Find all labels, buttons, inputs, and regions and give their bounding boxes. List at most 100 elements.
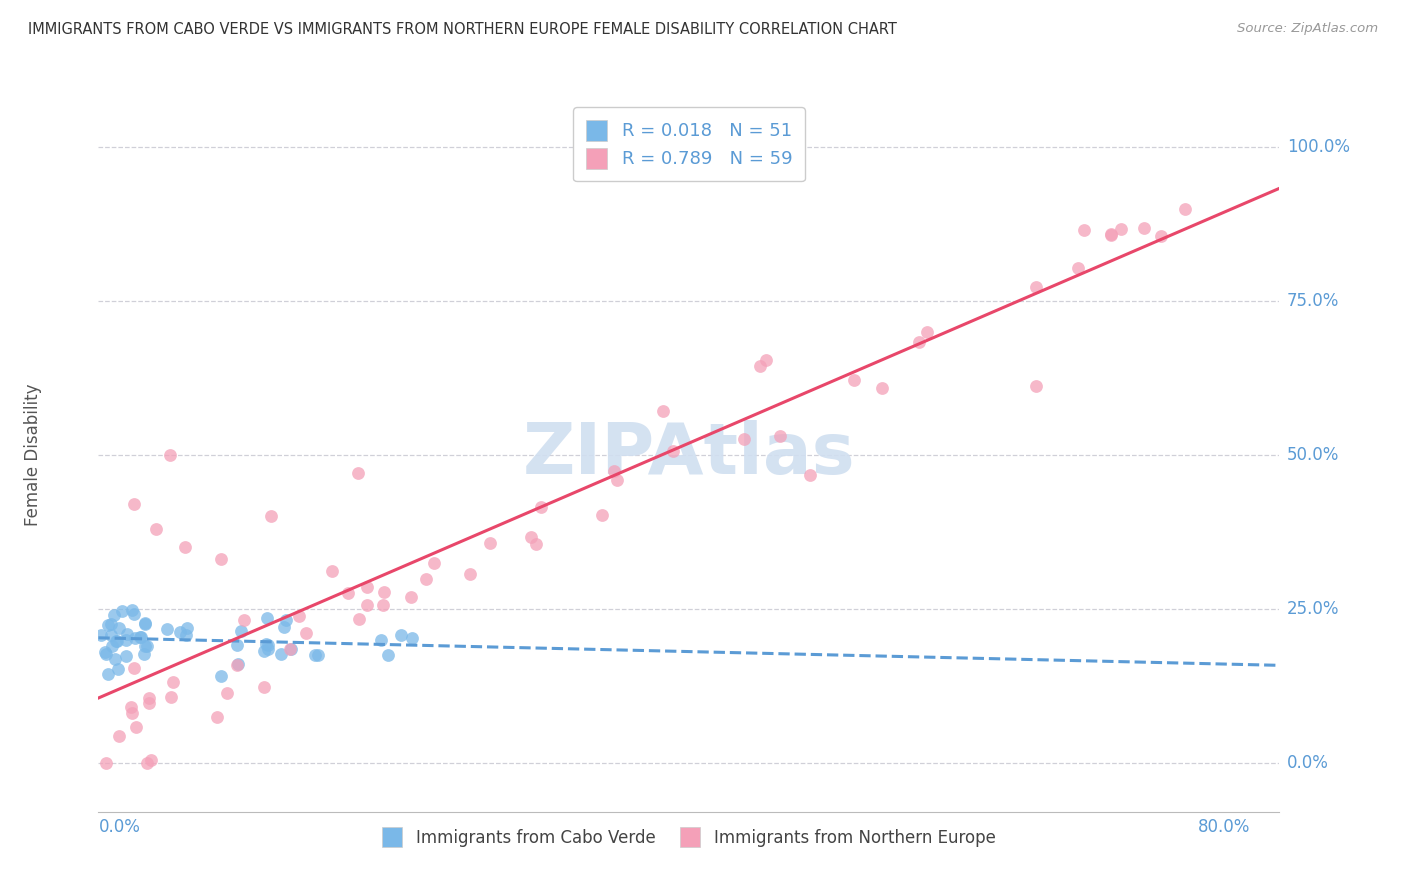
Point xyxy=(121,706,143,720)
Point xyxy=(1073,223,1095,237)
Point xyxy=(662,443,685,458)
Point xyxy=(260,509,283,524)
Point xyxy=(872,381,894,395)
Point xyxy=(94,647,117,661)
Point xyxy=(1099,227,1122,242)
Point xyxy=(278,641,301,656)
Point xyxy=(1133,221,1156,235)
Text: IMMIGRANTS FROM CABO VERDE VS IMMIGRANTS FROM NORTHERN EUROPE FEMALE DISABILITY : IMMIGRANTS FROM CABO VERDE VS IMMIGRANTS… xyxy=(28,22,897,37)
Point xyxy=(478,536,501,550)
Point xyxy=(97,666,120,681)
Point xyxy=(209,552,232,566)
Point xyxy=(225,658,247,673)
Point xyxy=(415,572,437,586)
Point xyxy=(173,540,195,554)
Point xyxy=(136,756,159,770)
Point xyxy=(131,630,153,644)
Point xyxy=(401,631,423,645)
Point xyxy=(273,620,295,634)
Point xyxy=(799,468,821,483)
Point xyxy=(226,638,249,652)
Point xyxy=(755,353,778,368)
Point xyxy=(917,325,939,339)
Legend: Immigrants from Cabo Verde, Immigrants from Northern Europe: Immigrants from Cabo Verde, Immigrants f… xyxy=(375,821,1002,854)
Point xyxy=(356,580,378,594)
Point xyxy=(121,603,143,617)
Point xyxy=(1174,202,1197,216)
Text: 75.0%: 75.0% xyxy=(1286,292,1339,310)
Point xyxy=(129,630,152,644)
Point xyxy=(124,631,146,645)
Point xyxy=(138,696,160,710)
Point xyxy=(749,359,772,373)
Point xyxy=(101,639,124,653)
Point xyxy=(769,429,792,443)
Point xyxy=(377,648,399,662)
Point xyxy=(842,373,865,387)
Point xyxy=(270,647,292,661)
Point xyxy=(94,756,117,770)
Point xyxy=(422,556,444,570)
Point xyxy=(207,709,229,723)
Point xyxy=(134,639,156,653)
Point xyxy=(373,585,395,599)
Point xyxy=(111,604,134,618)
Point xyxy=(1109,222,1132,236)
Point xyxy=(257,638,280,652)
Point xyxy=(120,699,142,714)
Point xyxy=(370,632,392,647)
Point xyxy=(346,467,368,481)
Point xyxy=(256,611,278,625)
Point xyxy=(134,647,156,661)
Point xyxy=(209,668,232,682)
Point xyxy=(176,621,198,635)
Point xyxy=(125,720,148,734)
Point xyxy=(108,729,131,743)
Point xyxy=(135,639,157,653)
Text: 25.0%: 25.0% xyxy=(1286,599,1339,618)
Point xyxy=(733,433,755,447)
Point xyxy=(276,613,298,627)
Point xyxy=(520,531,543,545)
Point xyxy=(253,680,276,694)
Point xyxy=(117,626,139,640)
Text: 50.0%: 50.0% xyxy=(1286,446,1339,464)
Point xyxy=(105,633,128,648)
Point xyxy=(94,645,117,659)
Point xyxy=(108,622,131,636)
Point xyxy=(90,628,112,642)
Point xyxy=(304,648,326,662)
Point xyxy=(124,497,146,511)
Point xyxy=(254,636,277,650)
Point xyxy=(229,624,252,638)
Point xyxy=(134,615,156,630)
Point xyxy=(295,626,318,640)
Point xyxy=(159,448,181,462)
Point xyxy=(104,652,127,666)
Point xyxy=(97,617,120,632)
Point xyxy=(336,586,359,600)
Point xyxy=(399,590,422,604)
Point xyxy=(100,627,122,641)
Point xyxy=(122,661,145,675)
Point xyxy=(907,335,929,350)
Point xyxy=(458,566,481,581)
Point xyxy=(1099,227,1122,241)
Point xyxy=(160,690,183,705)
Point xyxy=(138,691,160,706)
Point xyxy=(287,608,309,623)
Point xyxy=(155,622,177,636)
Point xyxy=(162,675,184,690)
Point xyxy=(280,641,302,656)
Text: 100.0%: 100.0% xyxy=(1286,138,1350,156)
Point xyxy=(307,648,329,663)
Point xyxy=(530,500,553,515)
Point xyxy=(215,686,238,700)
Text: 0.0%: 0.0% xyxy=(1286,754,1329,772)
Point xyxy=(1067,261,1090,276)
Point xyxy=(651,404,673,418)
Point xyxy=(114,633,136,648)
Point xyxy=(356,599,378,613)
Text: ZIPAtlas: ZIPAtlas xyxy=(523,420,855,490)
Point xyxy=(169,624,191,639)
